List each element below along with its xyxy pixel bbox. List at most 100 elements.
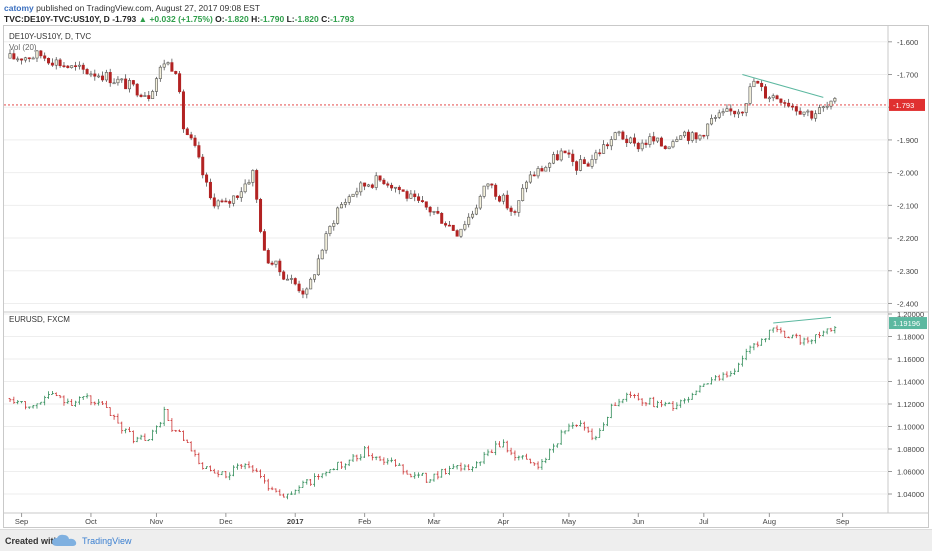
footer-bar: Created with TradingView [0, 529, 932, 551]
candle-body [154, 78, 158, 92]
candle-body [586, 163, 590, 167]
y-tick-label: 1.18000 [897, 333, 924, 342]
candle-body [104, 72, 108, 81]
y-tick-label: 1.04000 [897, 490, 924, 499]
candle-body [656, 137, 660, 142]
candle-body [648, 136, 652, 145]
x-tick-label: Oct [85, 517, 98, 526]
y-tick-label: -1.900 [897, 136, 918, 145]
candle-body [359, 182, 363, 193]
y-tick-label: -2.000 [897, 169, 918, 178]
pane1-title: DE10Y-US10Y, D, TVC [9, 32, 91, 41]
y-tick-label: 1.14000 [897, 378, 924, 387]
symbol-name: TVC:DE10Y-TVC:US10Y, D [4, 14, 110, 24]
y-tick-label: -1.600 [897, 38, 918, 47]
candle-body [663, 145, 667, 150]
candle-body [563, 150, 567, 154]
candle-body [397, 186, 401, 191]
x-tick-label: Feb [358, 517, 371, 526]
candle-body [239, 191, 243, 198]
candle-body [471, 213, 475, 218]
candle-body [243, 183, 247, 193]
candle-body [710, 118, 714, 125]
candle-body [525, 181, 529, 189]
close-label: C: [321, 14, 331, 24]
candle-body [197, 145, 201, 158]
candle-body [494, 184, 498, 197]
symbol-line: TVC:DE10Y-TVC:US10Y, D -1.793 ▲ +0.032 (… [4, 14, 354, 25]
low-value: -1.820 [294, 14, 319, 24]
candle-body [814, 113, 818, 119]
candle-body [440, 213, 444, 224]
candle-body [158, 66, 162, 79]
candle-body [675, 139, 679, 142]
candle-body [717, 112, 721, 118]
author-name[interactable]: catomy [4, 3, 34, 13]
candle-body [228, 201, 232, 204]
candle-body [463, 224, 467, 230]
candle-body [571, 153, 575, 162]
candle-body [386, 183, 390, 186]
candle-body [609, 139, 613, 147]
x-tick-label: Sep [836, 517, 849, 526]
candle-body [763, 86, 767, 99]
candle-body [135, 83, 139, 96]
candle-body [767, 97, 771, 100]
candle-body [821, 106, 825, 109]
candle-body [35, 50, 39, 59]
candle-body [112, 82, 116, 85]
x-tick-label: Jun [632, 517, 644, 526]
candle-body [536, 168, 540, 177]
candle-body [47, 57, 51, 64]
candle-body [702, 134, 706, 137]
candle-body [671, 141, 675, 148]
candle-body [405, 191, 409, 199]
tradingview-cloud-icon [52, 534, 77, 546]
candle-body [309, 278, 313, 290]
candle-body [289, 278, 293, 280]
candle-body [771, 95, 775, 99]
y-tick-label: -1.700 [897, 71, 918, 80]
tradingview-logo-text[interactable]: TradingView [82, 536, 132, 546]
candle-body [139, 94, 143, 97]
candle-body [124, 78, 128, 90]
candle-body [266, 250, 270, 264]
candle-body [509, 207, 513, 212]
candle-body [752, 80, 756, 88]
candle-body [501, 194, 505, 202]
candle-body [528, 174, 532, 183]
candle-body [77, 64, 81, 67]
up-arrow-icon: ▲ [138, 14, 148, 24]
candle-body [170, 62, 174, 72]
pane1-indicator: Vol (20) [9, 43, 37, 52]
candle-body [363, 182, 367, 187]
candle-body [320, 249, 324, 260]
candle-body [108, 72, 112, 84]
candle-body [89, 73, 93, 76]
chart-header: catomy published on TradingView.com, Aug… [4, 3, 354, 25]
candle-body [829, 100, 833, 107]
candle-body [343, 202, 347, 205]
y-tick-label: 1.12000 [897, 400, 924, 409]
candle-body [274, 260, 278, 265]
candle-body [551, 154, 555, 164]
candle-body [498, 196, 502, 202]
candle-body [8, 53, 12, 59]
candle-body [590, 159, 594, 167]
candle-body [478, 196, 482, 209]
candle-body [833, 98, 837, 102]
candle-body [278, 260, 282, 273]
candle-body [490, 183, 494, 186]
candle-body [401, 189, 405, 192]
candle-body [548, 162, 552, 168]
candle-body [297, 283, 301, 292]
high-label: H: [251, 14, 261, 24]
candle-body [81, 64, 85, 70]
candle-body [683, 131, 687, 137]
y-tick-label: 1.10000 [897, 423, 924, 432]
candle-body [598, 152, 602, 155]
x-tick-label: Apr [498, 517, 510, 526]
candle-body [679, 135, 683, 140]
candle-body [636, 142, 640, 150]
